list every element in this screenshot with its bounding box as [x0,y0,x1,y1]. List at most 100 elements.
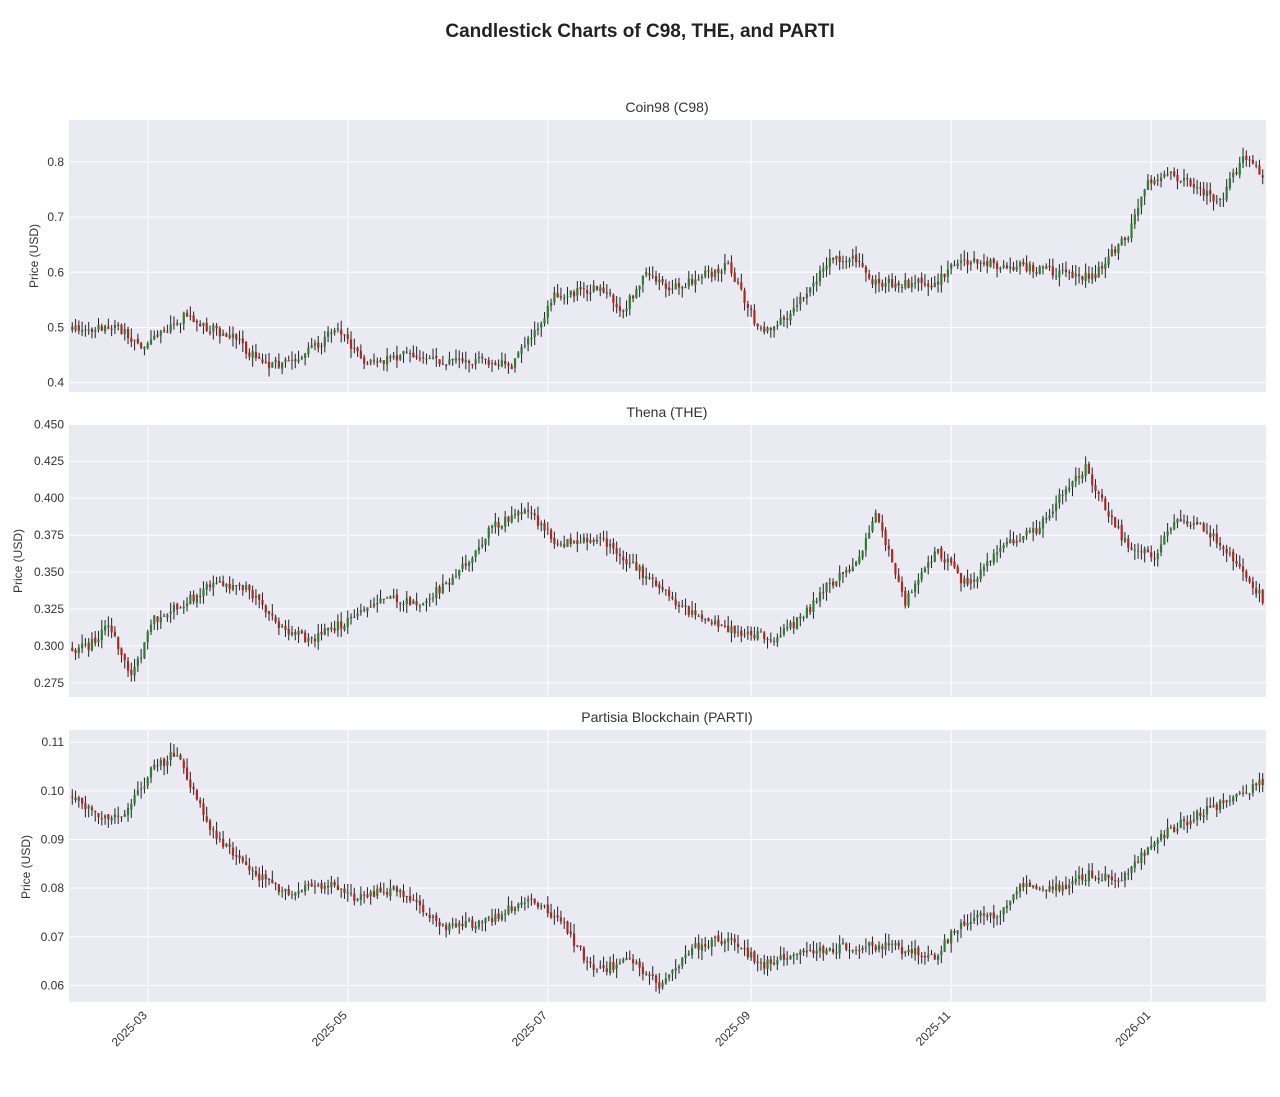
candle-body [805,950,808,953]
candle-body [792,621,795,629]
candle-body [989,259,992,268]
candle-body [441,583,444,593]
candle-body [884,529,887,546]
candle-body [979,569,982,580]
candle-body [189,594,192,605]
grid [69,730,1266,1002]
candle-body [451,923,454,926]
candle-body [772,641,776,643]
candle-body [897,575,900,582]
candle-body [212,324,215,332]
candle-body [117,324,120,327]
candle-body [425,913,428,915]
y-axis-label: Price (USD) [27,224,41,288]
candle-body [1199,187,1202,189]
candle-body [1143,548,1146,554]
candle-body [871,941,874,946]
candle-body [641,966,645,974]
candle-body [1048,266,1051,268]
candle-body [261,599,264,605]
candle-body [290,360,294,362]
candle-body [146,343,149,349]
candle-body [1081,276,1084,280]
candle-body [402,603,405,605]
candle-body [261,359,264,363]
candle-body [464,563,467,566]
candle-body [1123,538,1127,542]
candle-body [484,358,487,360]
candle-body [336,885,340,891]
candle-body [979,912,982,916]
candle-body [605,538,608,547]
candle-body [887,278,890,284]
candle-body [1146,549,1150,553]
candle-body [185,603,189,607]
candle-body [408,896,412,901]
candle-body [635,289,638,299]
candle-body [1137,207,1140,216]
candle-body [904,279,907,288]
candle-body [1028,530,1031,532]
candle-body [638,566,641,572]
candle-body [668,974,671,978]
candle-body [1130,223,1133,239]
candle-body [366,363,369,365]
candle-body [202,322,205,326]
candle-body [1061,494,1064,496]
candle-body [1215,804,1218,810]
candle-body [592,540,595,542]
candle-body [163,615,166,617]
candle-body [1009,266,1012,269]
candle-body [936,955,940,961]
candle-body [750,952,753,958]
candle-body [215,325,218,329]
candle-body [1032,528,1035,533]
plot-area [69,120,1266,392]
candle-body [1114,879,1117,881]
candle-body [1015,891,1018,895]
panel-c98: Coin98 (C98) 0.4 0.5 0.6 0.7 0.8 Price (USD) [27,99,1266,392]
candle-body [927,562,930,568]
candle-body [1182,177,1186,181]
candle-body [1261,175,1264,178]
candle-body [1110,249,1113,256]
candle-body [97,325,100,330]
candle-body [595,968,599,970]
candle-body [776,637,779,643]
y-tick-label: 0.350 [34,565,64,579]
candle-body [845,943,848,950]
candle-body [202,588,205,597]
figure-title: Candlestick Charts of C98, THE, and PART… [445,21,834,42]
panel-parti: Partisia Blockchain (PARTI) 0.06 0.07 0.08… [19,709,1266,1002]
candle-body [963,921,966,926]
candle-body [1255,588,1258,594]
candle-body [1018,262,1022,267]
candle-body [300,357,303,359]
candle-body [487,527,490,538]
candle-body [304,353,307,358]
candle-body [159,616,162,623]
candle-body [795,305,799,308]
candle-body [333,330,336,333]
candle-body [920,572,923,580]
candle-body [1074,273,1077,277]
candle-body [1094,484,1097,491]
candle-body [1186,821,1189,826]
candle-body [536,903,540,908]
candle-body [730,626,733,633]
candle-body [222,581,225,586]
candle-body [208,332,212,334]
candle-body [1068,272,1071,274]
candle-body [694,610,697,616]
candle-body [923,955,927,958]
candle-body [192,594,195,602]
candle-body [658,982,661,989]
candle-body [353,893,356,901]
y-tick-label: 0.8 [47,155,64,169]
candle-body [1166,174,1169,176]
candle-body [258,873,261,881]
candle-body [940,273,943,286]
candle-body [241,338,244,344]
candle-body [205,816,208,822]
y-tick-label: 0.300 [34,639,64,653]
